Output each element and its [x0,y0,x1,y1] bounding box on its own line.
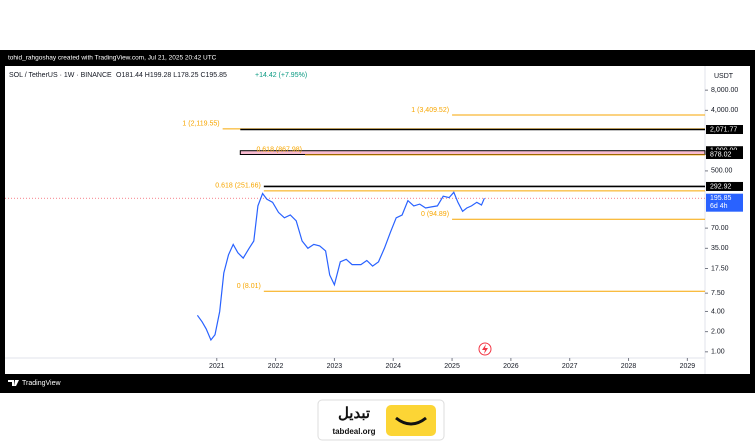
chart-area [5,66,750,374]
x-tick-label: 2021 [209,363,225,370]
fib-label: 1 (2,119.55) [182,121,219,128]
fib-label: 0 (94.89) [421,211,449,218]
logo-smile [395,416,427,426]
x-tick-label: 2023 [327,363,343,370]
credit: tohid_rahgoshay created with TradingView… [8,55,217,62]
y-tick-label: 70.00 [711,225,729,232]
x-tick-label: 2022 [268,363,284,370]
x-tick-label: 2026 [503,363,519,370]
fib-label: 0.618 (251.66) [215,183,261,190]
fib-label: 1 (3,409.52) [411,107,449,114]
price-box [706,125,743,135]
logo-icon [386,405,436,436]
x-tick-label: 2024 [385,363,401,370]
ohlc: O181.44 H199.28 L178.25 C195.85 [116,72,227,79]
y-tick-label: 8,000.00 [711,87,738,94]
countdown: 6d 4h [710,203,728,210]
fib-label: 0 (8.01) [237,283,261,290]
price-line [196,191,485,342]
brand-logo [8,380,19,386]
y-tick-label: 500.00 [711,168,733,175]
brand: TradingView [22,380,61,387]
watermark [478,342,492,356]
x-tick-label: 2027 [562,363,578,370]
x-tick-label: 2029 [680,363,696,370]
price-box [706,181,743,191]
logo-name: تبدیل [338,405,370,422]
x-tick-label: 2025 [444,363,460,370]
price-box-label: 195.85 [710,195,732,202]
y-tick-label: 35.00 [711,245,729,252]
logo-site: tabdeal.org [332,427,375,436]
price-box-label: 2,071.77 [710,126,737,133]
y-tick-label: 1.00 [711,349,725,356]
price-box-label: 292.92 [710,183,732,190]
y-tick-label: 7.50 [711,290,725,297]
x-tick-label: 2028 [621,363,637,370]
y-tick-label: 2.00 [711,328,725,335]
y-tick-label: 17.50 [711,265,729,272]
fib-label: 0.618 (867.98) [256,147,302,154]
change: +14.42 (+7.95%) [255,72,307,79]
price-box [706,150,743,160]
y-tick-label: 4,000.00 [711,107,738,114]
currency: USDT [714,73,734,80]
price-box [706,193,743,212]
symbol: SOL / TetherUS · 1W · BINANCE [9,72,112,79]
price-box-label: 878.02 [710,151,732,158]
zone [239,150,706,156]
y-tick-label: 4.00 [711,308,725,315]
